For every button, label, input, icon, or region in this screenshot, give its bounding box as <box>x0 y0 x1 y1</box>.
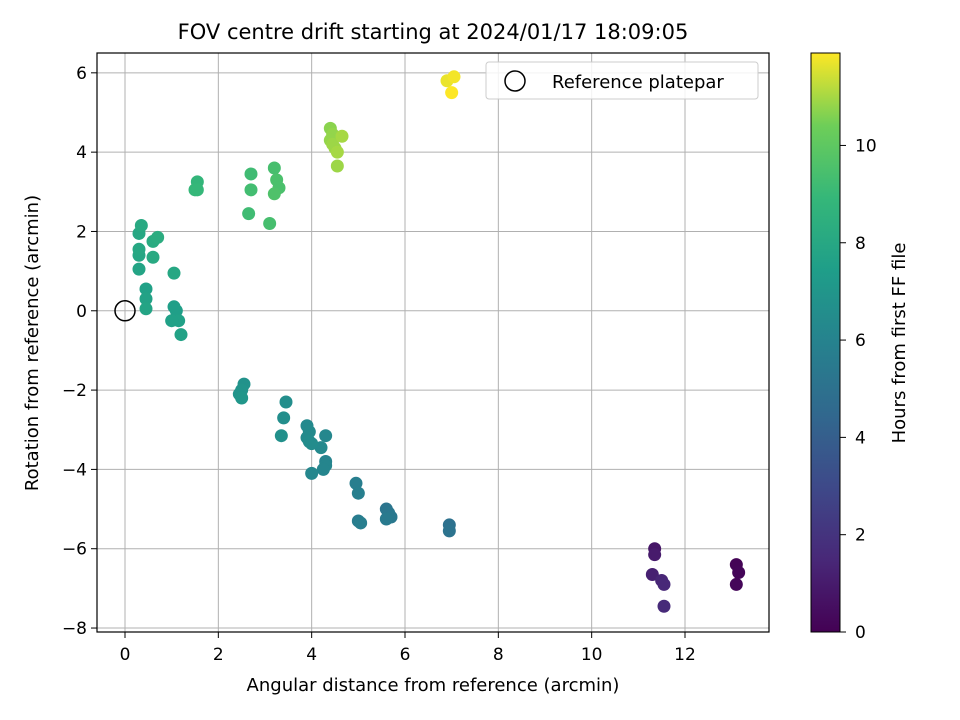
data-point <box>645 567 659 581</box>
data-point <box>729 577 743 591</box>
legend-reference-label: Reference platepar <box>552 72 724 93</box>
y-tick-label: 4 <box>76 143 87 163</box>
y-axis-ticks: −8 −6 −4 −2 0 2 4 6 <box>62 64 97 639</box>
data-point <box>335 129 349 143</box>
data-point <box>447 70 461 84</box>
y-tick-label: 6 <box>76 64 87 84</box>
data-point <box>267 161 281 175</box>
data-point <box>648 548 662 562</box>
x-tick-label: 10 <box>581 645 603 665</box>
data-point <box>139 302 153 316</box>
y-tick-label: 0 <box>76 302 87 322</box>
data-point <box>319 429 333 443</box>
x-tick-label: 6 <box>400 645 411 665</box>
plot-frame <box>96 52 770 633</box>
data-point <box>244 183 258 197</box>
x-tick-label: 8 <box>493 645 504 665</box>
data-point <box>657 577 671 591</box>
data-points <box>132 70 746 613</box>
y-axis-label: Rotation from reference (arcmin) <box>22 195 43 491</box>
colorbar <box>810 52 841 633</box>
data-point <box>330 145 344 159</box>
x-axis-label: Angular distance from reference (arcmin) <box>247 675 620 696</box>
data-point <box>330 159 344 173</box>
x-tick-label: 12 <box>674 645 696 665</box>
legend-box <box>485 61 759 100</box>
data-point <box>139 282 153 296</box>
x-tick-label: 0 <box>120 645 131 665</box>
legend: Reference platepar <box>485 61 759 100</box>
data-point <box>316 462 330 476</box>
data-point <box>445 86 459 100</box>
data-point <box>167 300 181 314</box>
data-point <box>732 566 746 580</box>
data-point <box>657 599 671 613</box>
colorbar-tick-label: 2 <box>855 526 866 546</box>
y-tick-label: −4 <box>62 460 87 480</box>
data-point <box>244 167 258 181</box>
data-point <box>174 328 188 342</box>
colorbar-tick-label: 6 <box>855 331 866 351</box>
data-point <box>146 250 160 264</box>
grid-lines <box>97 53 769 632</box>
data-point <box>190 183 204 197</box>
colorbar-label: Hours from first FF file <box>889 243 910 444</box>
data-point <box>349 476 363 490</box>
data-point <box>151 230 165 244</box>
data-point <box>235 391 249 405</box>
data-point <box>242 207 256 221</box>
x-axis-ticks: 0 2 4 6 8 10 12 <box>120 632 696 665</box>
data-point <box>132 242 146 256</box>
colorbar-tick-label: 4 <box>855 428 866 448</box>
chart-title: FOV centre drift starting at 2024/01/17 … <box>178 20 689 44</box>
legend-reference-marker <box>504 70 526 92</box>
data-point <box>379 512 393 526</box>
colorbar-ticks: 0 2 4 6 8 10 <box>840 136 877 643</box>
data-point <box>134 219 148 233</box>
x-tick-label: 4 <box>306 645 317 665</box>
y-tick-label: −2 <box>62 381 87 401</box>
y-tick-label: −8 <box>62 619 87 639</box>
data-point <box>277 411 291 425</box>
data-point <box>351 486 365 500</box>
y-tick-label: −6 <box>62 540 87 560</box>
reference-marker <box>114 300 136 322</box>
data-point <box>263 217 277 231</box>
reference-marker-group <box>114 300 136 322</box>
data-point <box>165 314 179 328</box>
data-point <box>279 395 293 409</box>
data-point <box>274 429 288 443</box>
data-point <box>442 524 456 538</box>
data-point <box>167 266 181 280</box>
colorbar-tick-label: 10 <box>855 136 877 156</box>
colorbar-tick-label: 0 <box>855 623 866 643</box>
data-point <box>305 437 319 451</box>
x-tick-label: 2 <box>213 645 224 665</box>
data-point <box>305 466 319 480</box>
data-point <box>267 187 281 201</box>
data-point <box>354 516 368 530</box>
data-point <box>139 292 153 306</box>
colorbar-tick-label: 8 <box>855 234 866 254</box>
y-tick-label: 2 <box>76 222 87 242</box>
data-point <box>132 262 146 276</box>
